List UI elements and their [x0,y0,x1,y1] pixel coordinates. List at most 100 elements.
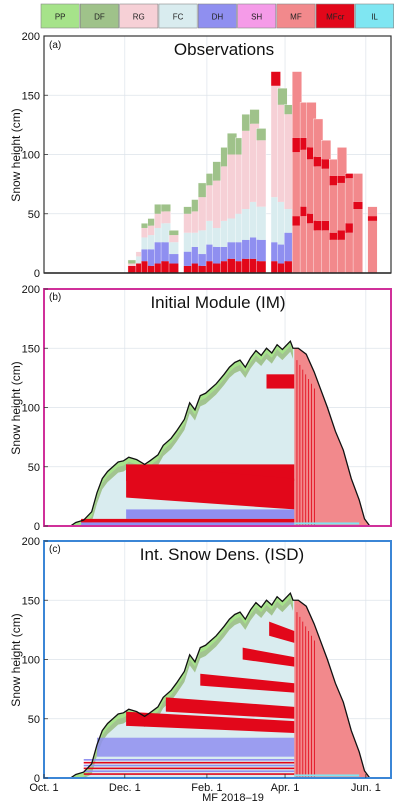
layer-df [161,204,171,212]
y-tick-label: 0 [34,268,40,280]
legend-label: MFcr [326,13,345,22]
y-tick-label: 150 [22,90,40,102]
layer-mf [300,102,310,138]
layer-df [70,593,293,778]
bar-outline [352,173,363,273]
layer-df [168,230,179,236]
layer-mf [329,239,339,273]
thin-layer [83,770,295,773]
layer-mfcr [154,263,165,273]
legend-item-dh: DH [197,3,237,29]
layer-mfcr [147,265,158,273]
layer-rg [168,235,179,243]
layer-dh [284,232,294,262]
layer-rg [206,185,216,221]
layer-fc [147,235,158,250]
layer-dh [249,237,260,259]
x-axis-ticks: Oct. 1 Dec. 1 Feb. 1 Apr. 1 Jun. 1 [29,774,381,794]
thin-layer [83,759,295,761]
layer-rg [212,180,223,228]
layer-mfcr [367,216,378,221]
layer-fc [249,201,260,238]
layer-fc [270,197,281,243]
layer-mf [329,159,339,176]
layer-df [284,104,294,115]
layer-mfcr [168,263,179,273]
y-tick-label: 0 [34,773,40,785]
legend-item-mfcr: MFcr [315,3,355,29]
layer-mfcr [306,213,317,224]
layer-df [127,259,138,264]
layer-rg [127,263,138,266]
layer-mf [321,230,331,273]
layer-mf [292,71,302,138]
x-tick-label: Feb. 1 [191,782,222,794]
layer-mfcr [353,201,363,210]
layer-mfcr [198,265,208,273]
layer-mf [337,182,347,231]
layer-mfcr [300,206,310,217]
layer-rg [277,104,288,202]
y-axis-ticks: 0 50 100 150 200 [22,284,48,533]
layer-mf [321,140,331,160]
y-tick-label: 150 [22,595,40,607]
layer-fc [284,209,294,233]
legend-item-sh: SH [237,3,277,29]
layer-rg [249,123,260,202]
snow-height-line [70,339,371,526]
layer-dh [256,239,267,262]
layer-mfcr [220,261,231,273]
layer-mfcr-band [269,621,295,643]
legend-swatch [80,3,119,29]
y-tick-label: 0 [34,521,40,533]
layer-fc [227,218,237,243]
thin-layer [83,773,295,775]
y-tick-label: 200 [22,536,40,548]
legend-item-pp: PP [40,3,80,29]
layer-dh-base [81,522,295,526]
y-axis-label: Snow height (cm) [9,613,23,706]
layer-mfcr [212,263,223,273]
thin-layer [83,767,295,770]
layer-mfcr [270,261,281,273]
layer-dh [241,239,252,259]
layer-mfcr [313,220,323,231]
layer-mfcr [135,263,146,273]
profile-bar [367,206,378,273]
layer-mfcr [321,220,331,231]
layer-mfcr [337,175,347,183]
layer-df [183,206,194,214]
layer-mfcr [345,173,355,179]
layer-dh [270,242,281,262]
legend-item-il: IL [355,3,394,29]
observation-bars [127,71,378,273]
layer-il [294,774,360,777]
snow-height-line [70,591,371,778]
layer-mfcr [183,265,194,273]
legend-label: MF [290,13,302,22]
layer-dh [227,242,237,259]
x-axis-label: MF 2018–19 [202,792,264,804]
legend-swatch [158,3,198,29]
layer-dh [161,242,171,262]
layer-mfcr [292,216,302,226]
layer-rg [141,227,151,238]
layer-rg [284,114,294,210]
layer-mfcr-base [81,518,295,523]
layer-mf [300,216,310,273]
layer-mfcr [292,137,302,153]
layer-df [147,218,158,226]
layer-mf [321,168,331,221]
y-tick-label: 200 [22,31,40,43]
layer-mf [300,149,310,207]
layer-df [227,133,237,155]
layer-mfcr [300,137,310,150]
layer-fc [168,242,179,255]
y-tick-label: 100 [22,150,40,162]
legend-label: SH [251,13,262,22]
legend-item-mf: MF [276,3,316,29]
layer-fc [212,227,223,247]
layer-mf [337,239,347,273]
legend-swatch [237,3,277,29]
layer-mf [306,223,317,273]
